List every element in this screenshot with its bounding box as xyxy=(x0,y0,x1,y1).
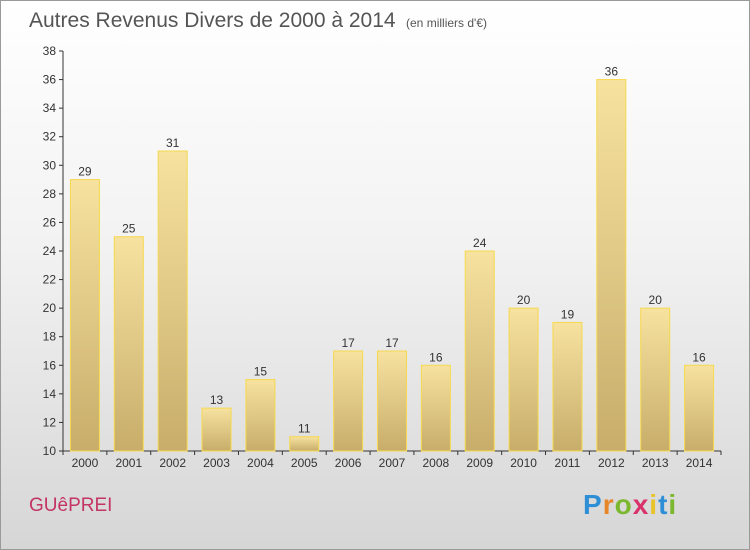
bar-2011 xyxy=(552,321,583,452)
y-tick-label: 16 xyxy=(43,358,57,372)
x-tick-label-2008: 2008 xyxy=(423,456,450,470)
data-label-2012: 36 xyxy=(605,65,619,79)
x-tick-label-2004: 2004 xyxy=(247,456,274,470)
data-label-2002: 31 xyxy=(166,136,180,150)
data-label-2013: 20 xyxy=(649,293,663,307)
logo-letter: o xyxy=(614,489,633,520)
bar-2014 xyxy=(684,364,715,452)
data-label-2014: 16 xyxy=(692,350,706,364)
data-label-2004: 15 xyxy=(254,365,268,379)
bar-2010 xyxy=(508,307,539,452)
proxiti-logo: Proxiti xyxy=(583,489,677,521)
data-label-2001: 25 xyxy=(122,222,136,236)
logo-letter: i xyxy=(649,489,659,520)
y-tick-label: 30 xyxy=(43,158,57,172)
data-label-2008: 16 xyxy=(429,350,443,364)
data-label-2010: 20 xyxy=(517,293,531,307)
commune-name: GUêPREI xyxy=(29,495,113,516)
y-tick-label: 20 xyxy=(43,301,57,315)
x-tick-label-2013: 2013 xyxy=(642,456,669,470)
data-label-2009: 24 xyxy=(473,236,487,250)
data-label-2011: 19 xyxy=(561,307,575,321)
y-tick-label: 36 xyxy=(43,73,57,87)
x-tick-label-2001: 2001 xyxy=(115,456,142,470)
logo-letter: t xyxy=(658,489,669,520)
x-tick-label-2002: 2002 xyxy=(159,456,186,470)
logo-letter: P xyxy=(583,489,603,520)
bar-2013 xyxy=(640,307,671,452)
y-tick-label: 28 xyxy=(43,187,57,201)
y-tick-label: 14 xyxy=(43,387,57,401)
bar-2007 xyxy=(377,350,407,452)
bar-2005 xyxy=(289,436,320,452)
x-tick-label-2014: 2014 xyxy=(686,456,713,470)
data-label-2007: 17 xyxy=(385,336,399,350)
data-label-2003: 13 xyxy=(210,393,224,407)
y-tick-label: 18 xyxy=(43,330,57,344)
y-tick-label: 26 xyxy=(43,215,57,229)
bar-2008 xyxy=(420,364,451,452)
x-tick-label-2005: 2005 xyxy=(291,456,318,470)
chart-bars: 29 25 31 13 15 11 17 17 16 24 20 19 36 20 16 xyxy=(69,65,715,452)
data-label-2005: 11 xyxy=(298,422,311,436)
chart-title-block: Autres Revenus Divers de 2000 à 2014 (en… xyxy=(29,9,487,33)
bar-2012 xyxy=(596,79,627,452)
bar-2000 xyxy=(69,179,100,452)
logo-letter: r xyxy=(602,489,615,520)
data-label-2006: 17 xyxy=(341,336,355,350)
bar-2003 xyxy=(201,407,232,452)
x-tick-label-2012: 2012 xyxy=(598,456,625,470)
x-tick-label-2009: 2009 xyxy=(466,456,493,470)
bar-2009 xyxy=(464,250,495,452)
y-tick-label: 38 xyxy=(43,44,57,58)
bar-2006 xyxy=(333,350,364,452)
x-tick-label-2006: 2006 xyxy=(335,456,362,470)
data-label-2000: 29 xyxy=(78,165,92,179)
chart-subtitle: (en milliers d'€) xyxy=(406,16,487,30)
y-tick-label: 32 xyxy=(43,130,57,144)
y-tick-label: 10 xyxy=(43,444,57,458)
logo-letter: i xyxy=(668,489,678,520)
y-tick-label: 24 xyxy=(43,244,57,258)
logo-letter: x xyxy=(632,489,650,520)
x-tick-label-2007: 2007 xyxy=(379,456,406,470)
bar-2004 xyxy=(245,379,276,452)
y-tick-label: 34 xyxy=(43,101,57,115)
x-tick-label-2010: 2010 xyxy=(510,456,537,470)
x-tick-label-2003: 2003 xyxy=(203,456,230,470)
bar-2002 xyxy=(157,150,188,452)
x-tick-label-2011: 2011 xyxy=(555,456,581,470)
y-tick-label: 12 xyxy=(43,415,57,429)
y-tick-label: 22 xyxy=(43,273,57,287)
bar-2001 xyxy=(113,236,144,452)
chart-title: Autres Revenus Divers de 2000 à 2014 xyxy=(29,9,396,32)
x-tick-label-2000: 2000 xyxy=(72,456,99,470)
